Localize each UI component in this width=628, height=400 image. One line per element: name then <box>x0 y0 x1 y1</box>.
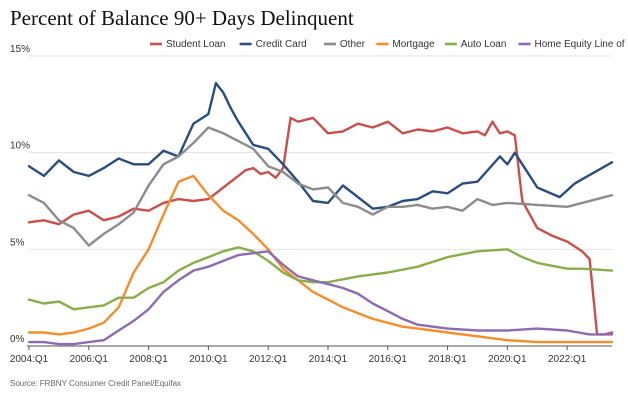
series-lines <box>27 81 614 346</box>
gridlines <box>29 55 612 250</box>
series-line-credit-card <box>27 81 614 210</box>
y-tick-label: 10% <box>10 141 30 152</box>
legend-label-other: Other <box>340 39 366 50</box>
legend-label-student-loan: Student Loan <box>166 39 226 50</box>
legend-label-mortgage: Mortgage <box>392 39 435 50</box>
legend-label-credit-card: Credit Card <box>256 39 307 50</box>
x-tick-label: 2004:Q1 <box>10 354 49 365</box>
series-line-mortgage <box>27 174 614 344</box>
series-line-home-equity-line-of-credit <box>27 250 614 346</box>
series-line-student-loan <box>27 116 614 336</box>
series-line-other <box>27 126 614 247</box>
legend-label-home-equity-line-of-credit: Home Equity Line of Credit <box>535 39 628 50</box>
legend-label-auto-loan: Auto Loan <box>461 39 507 50</box>
x-tick-label: 2016:Q1 <box>369 354 408 365</box>
x-tick-label: 2014:Q1 <box>309 354 348 365</box>
x-tick-label: 2006:Q1 <box>70 354 109 365</box>
x-tick-label: 2008:Q1 <box>129 354 168 365</box>
source-note: Source: FRBNY Consumer Credit Panel/Equi… <box>10 379 181 388</box>
chart-title: Percent of Balance 90+ Days Delinquent <box>10 6 354 30</box>
x-tick-label: 2020:Q1 <box>488 354 527 365</box>
legend: Student Loan Credit Card Other Mortgage Auto… <box>150 39 628 50</box>
x-tick-label: 2022:Q1 <box>548 354 587 365</box>
x-tick-label: 2010:Q1 <box>189 354 228 365</box>
series-line-auto-loan <box>27 246 614 311</box>
y-tick-label: 15% <box>10 44 30 55</box>
x-tick-label: 2012:Q1 <box>249 354 288 365</box>
y-tick-label: 0% <box>10 334 25 345</box>
axes: 0% 5% 10% 15% 2004:Q1 2006:Q1 2008:Q1 2010:Q1 20… <box>10 44 612 365</box>
y-tick-label: 5% <box>10 237 25 248</box>
x-tick-label: 2018:Q1 <box>428 354 467 365</box>
